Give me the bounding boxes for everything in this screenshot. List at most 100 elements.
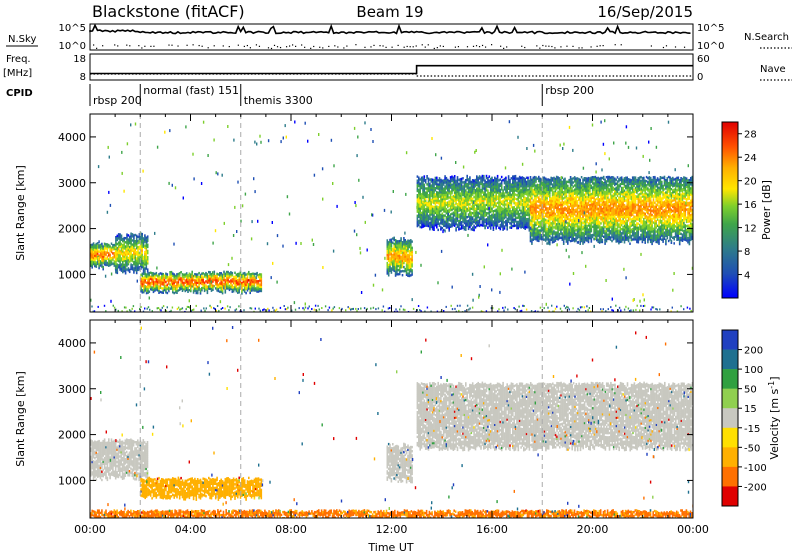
heatmap-cell (98, 254, 100, 257)
heatmap-cell (544, 239, 547, 242)
heatmap-cell (572, 210, 575, 213)
heatmap-cell (140, 261, 142, 264)
heatmap-cell (420, 178, 423, 182)
heatmap-cell (156, 276, 159, 280)
heatmap-cell (503, 204, 506, 207)
heatmap-cell (518, 196, 521, 199)
heatmap-cell (110, 250, 113, 254)
heatmap-cell (438, 203, 441, 207)
heatmap-cell (573, 188, 576, 191)
nsearch-point (454, 46, 457, 48)
heatmap-cell (471, 212, 474, 215)
heatmap-cell (591, 186, 594, 189)
heatmap-cell (587, 211, 590, 215)
nsearch-point (313, 45, 315, 48)
heatmap-cell (242, 280, 245, 283)
heatmap-cell (487, 189, 489, 192)
heatmap-cell (544, 191, 547, 195)
heatmap-cell (528, 223, 531, 226)
heatmap-cell (564, 235, 566, 238)
heatmap-cell (245, 277, 247, 280)
heatmap-cell (560, 232, 562, 235)
heatmap-cell (516, 187, 518, 191)
heatmap-cell (194, 275, 196, 278)
heatmap-cell (575, 177, 577, 180)
heatmap-cell (576, 185, 579, 188)
heatmap-cell (494, 178, 496, 181)
heatmap-cell (507, 214, 510, 217)
heatmap-cell (408, 264, 411, 267)
heatmap-cell (553, 193, 555, 196)
heatmap-cell (589, 193, 591, 197)
heatmap-cell (502, 212, 504, 215)
heatmap-cell (127, 242, 130, 245)
heatmap-cell (440, 226, 442, 229)
heatmap-cell (539, 190, 541, 193)
heatmap-cell (571, 206, 573, 209)
nsearch-point (536, 45, 538, 47)
heatmap-cell (476, 208, 478, 211)
heatmap-cell (491, 203, 493, 206)
heatmap-cell (113, 247, 116, 251)
heatmap-cell (565, 207, 568, 210)
heatmap-cell (597, 226, 599, 229)
heatmap-cell (564, 194, 566, 197)
nsearch-point (337, 46, 339, 48)
heatmap-cell (407, 247, 409, 251)
heatmap-cell (565, 238, 568, 241)
heatmap-cell (529, 209, 532, 212)
heatmap-cell (510, 185, 513, 188)
heatmap-cell (90, 246, 92, 249)
heatmap-cell (109, 263, 111, 267)
heatmap-cell (398, 272, 401, 276)
heatmap-cell (533, 219, 536, 222)
heatmap-cell (419, 199, 421, 202)
heatmap-cell (575, 222, 577, 226)
heatmap-cell (108, 262, 110, 265)
nsearch-point (270, 47, 273, 50)
heatmap-cell (147, 287, 149, 290)
heatmap-cell (161, 276, 163, 280)
heatmap-cell (166, 287, 169, 291)
nsearch-point (481, 44, 484, 47)
heatmap-cell (141, 235, 143, 238)
heatmap-cell (142, 268, 145, 271)
heatmap-cell (396, 248, 398, 251)
heatmap-cell (521, 203, 524, 206)
heatmap-cell (529, 192, 532, 195)
heatmap-cell (502, 207, 504, 211)
heatmap-cell (141, 247, 143, 250)
heatmap-cell (238, 278, 240, 282)
heatmap-cell (466, 199, 468, 202)
heatmap-cell (94, 252, 96, 255)
heatmap-cell (458, 207, 460, 210)
heatmap-cell (553, 232, 555, 235)
heatmap-cell (492, 201, 495, 205)
heatmap-cell (437, 206, 439, 209)
heatmap-cell (529, 219, 532, 222)
heatmap-cell (392, 262, 394, 265)
heatmap-cell (158, 291, 160, 294)
heatmap-cell (597, 203, 599, 206)
heatmap-cell (585, 210, 587, 213)
heatmap-cell (539, 237, 541, 240)
heatmap-cell (580, 200, 583, 204)
heatmap-cell (589, 230, 591, 234)
heatmap-cell (516, 183, 518, 187)
heatmap-cell (578, 210, 580, 214)
heatmap-cell (529, 200, 532, 204)
heatmap-cell (465, 181, 467, 184)
heatmap-cell (538, 200, 540, 203)
heatmap-cell (394, 249, 397, 252)
heatmap-cell (252, 284, 254, 288)
heatmap-cell (424, 222, 427, 225)
heatmap-cell (535, 194, 537, 198)
heatmap-cell (551, 214, 554, 217)
heatmap-cell (224, 282, 227, 286)
heatmap-cell (120, 248, 123, 252)
heatmap-cell (529, 194, 532, 197)
heatmap-cell (131, 257, 134, 261)
heatmap-cell (572, 181, 575, 184)
heatmap-cell (535, 190, 537, 194)
heatmap-cell (465, 191, 467, 194)
